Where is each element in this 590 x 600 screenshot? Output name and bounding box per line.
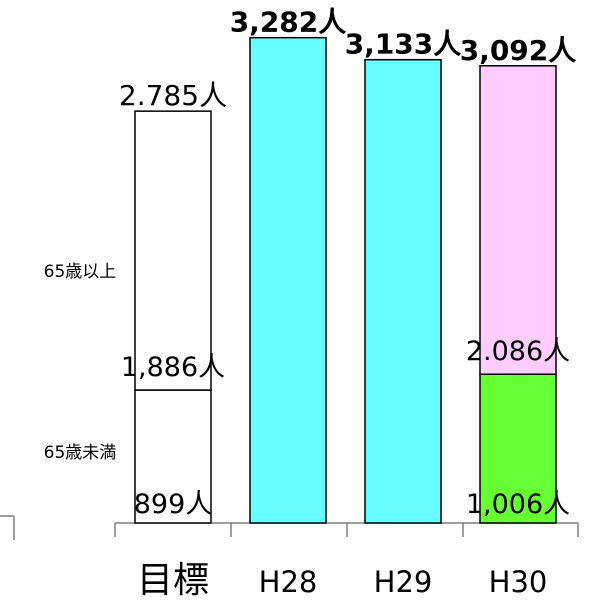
- total-label: 3,133人: [345, 28, 462, 61]
- group-label-65-over: 65歳以上: [44, 262, 117, 282]
- bar-segment-upper-H30: [479, 65, 557, 375]
- bar-segment-upper-目標: [134, 110, 212, 391]
- bar-H28: [249, 36, 327, 524]
- bar-H29: [364, 58, 442, 524]
- segment-label-upper: 1,886人: [121, 352, 225, 383]
- group-label-under-65: 65歳未満: [44, 443, 117, 463]
- category-label-H30: H30: [489, 565, 548, 599]
- total-label: 3,282人: [230, 6, 347, 39]
- bars-layer: [134, 36, 557, 524]
- category-label-H29: H29: [374, 565, 433, 599]
- category-label-H28: H28: [259, 565, 318, 599]
- segment-label-lower: 899人: [134, 489, 213, 520]
- segment-label-upper: 2.086人: [466, 336, 570, 367]
- total-label: 2.785人: [119, 79, 227, 112]
- total-label: 3,092人: [460, 34, 577, 67]
- bar-segment-lower-目標: [134, 389, 212, 524]
- bar-segment-lower-H30: [479, 373, 557, 524]
- segment-label-lower: 1,006人: [466, 489, 570, 520]
- category-label-目標: 目標: [137, 560, 209, 600]
